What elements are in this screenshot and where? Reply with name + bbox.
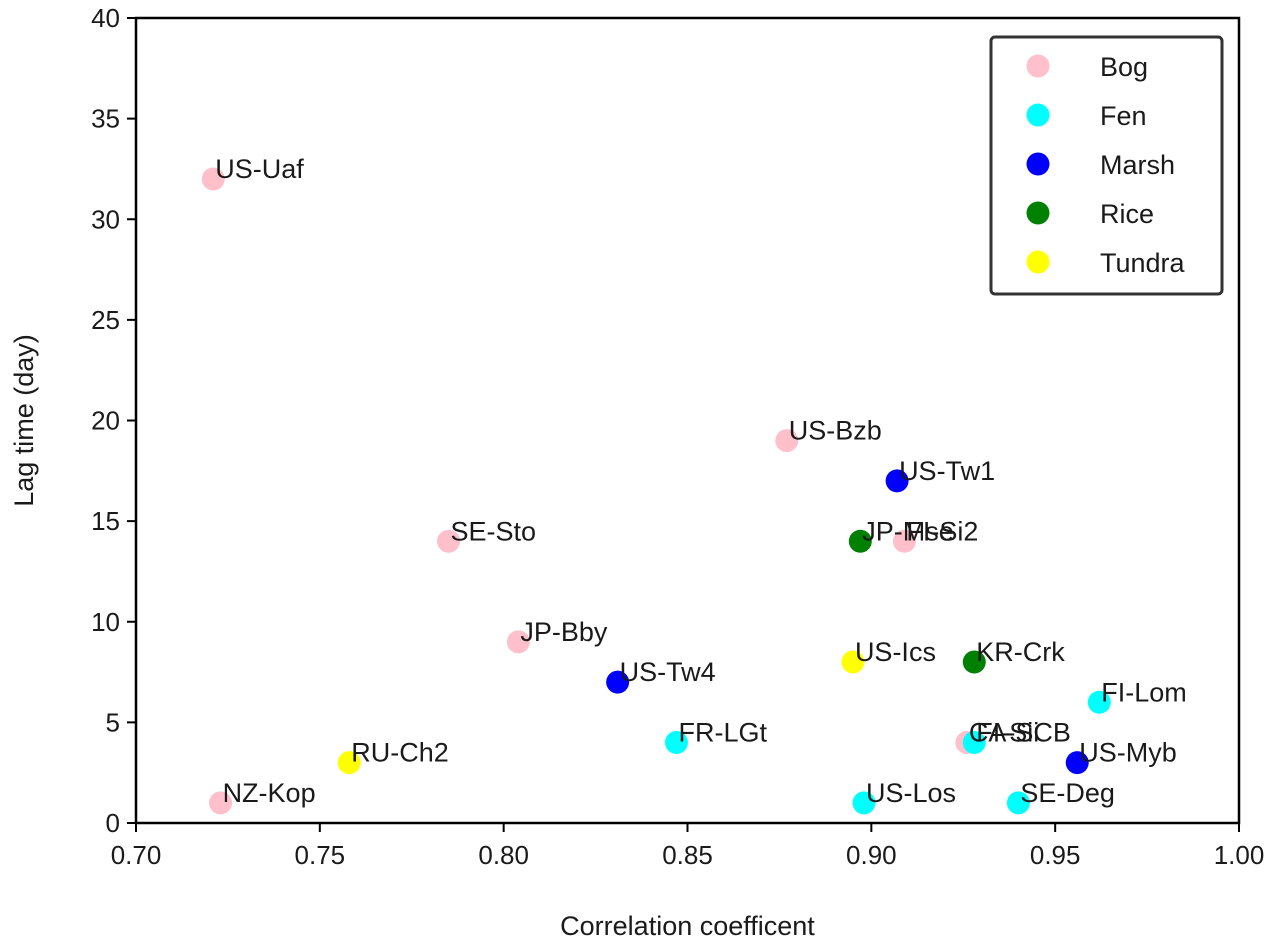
legend-label: Bog — [1100, 52, 1148, 82]
y-tick-label: 35 — [91, 104, 120, 134]
y-tick-label: 5 — [106, 707, 120, 737]
data-point — [841, 650, 865, 674]
y-tick-label: 30 — [91, 204, 120, 234]
y-tick-label: 15 — [91, 506, 120, 536]
point-label: FI-Lom — [1101, 677, 1187, 707]
point-label: FR-LGt — [678, 718, 767, 748]
y-tick-label: 25 — [91, 305, 120, 335]
y-axis: 0 5 10 15 20 25 30 35 40 — [91, 3, 136, 838]
point-label: US-Ics — [855, 637, 936, 667]
data-point — [848, 529, 872, 553]
data-labels: US-Uaf NZ-Kop SE-Sto JP-Bby US-Bzb FI-Si2 CA-S… — [215, 154, 1187, 808]
point-label: FI-Sii — [976, 718, 1039, 748]
point-label: JP-Mse — [862, 516, 954, 546]
legend-marker — [1026, 103, 1050, 127]
legend-marker — [1026, 250, 1050, 274]
point-label: SE-Deg — [1020, 778, 1115, 808]
x-tick-label: 0.80 — [478, 840, 529, 870]
y-tick-label: 0 — [106, 808, 120, 838]
data-point — [606, 670, 630, 694]
x-tick-label: 0.95 — [1030, 840, 1081, 870]
data-point — [337, 751, 361, 775]
x-tick-label: 1.00 — [1214, 840, 1265, 870]
y-tick-label: 20 — [91, 406, 120, 436]
y-tick-label: 10 — [91, 607, 120, 637]
data-point — [1065, 751, 1089, 775]
data-point — [437, 529, 461, 553]
data-point — [201, 167, 225, 191]
point-label: US-Tw1 — [899, 456, 995, 486]
legend: Bog Fen Marsh Rice Tundra — [989, 35, 1224, 296]
legend-label: Marsh — [1100, 150, 1175, 180]
x-axis-label: Correlation coefficent — [560, 911, 815, 941]
legend-box — [989, 35, 1224, 296]
legend-label: Fen — [1100, 101, 1147, 131]
legend-marker — [1026, 152, 1050, 176]
point-label: US-Los — [866, 778, 956, 808]
data-point — [962, 731, 986, 754]
point-label: FI-Si2 — [906, 516, 978, 546]
y-tick-label: 40 — [91, 3, 120, 33]
data-point — [1006, 791, 1030, 815]
legend-label: Rice — [1100, 199, 1154, 229]
point-label: US-Bzb — [789, 416, 882, 446]
x-tick-label: 0.85 — [662, 840, 713, 870]
data-point — [892, 529, 916, 553]
point-label: CA-SCB — [969, 718, 1071, 748]
y-axis-label: Lag time (day) — [9, 334, 39, 507]
x-tick-label: 0.70 — [111, 840, 162, 870]
point-label: SE-Sto — [451, 516, 537, 546]
data-point — [209, 791, 233, 815]
legend-marker — [1026, 201, 1050, 225]
point-label: US-Myb — [1079, 738, 1177, 768]
x-tick-label: 0.75 — [295, 840, 346, 870]
point-label: RU-Ch2 — [351, 738, 449, 768]
point-label: NZ-Kop — [223, 778, 316, 808]
point-label: KR-Crk — [976, 637, 1065, 667]
point-label: US-Uaf — [215, 154, 304, 184]
data-points — [201, 167, 1111, 815]
x-axis: 0.70 0.75 0.80 0.85 0.90 0.95 1.00 — [111, 823, 1265, 870]
data-point — [506, 630, 530, 654]
point-label: JP-Bby — [520, 617, 608, 647]
data-point — [962, 650, 986, 674]
x-tick-label: 0.90 — [846, 840, 897, 870]
data-point — [852, 791, 876, 815]
legend-label: Tundra — [1100, 248, 1186, 278]
point-label: US-Tw4 — [620, 657, 716, 687]
data-point — [1087, 690, 1111, 714]
data-point — [885, 469, 909, 493]
legend-marker — [1026, 54, 1050, 78]
data-point — [664, 731, 688, 754]
data-point — [775, 429, 799, 453]
